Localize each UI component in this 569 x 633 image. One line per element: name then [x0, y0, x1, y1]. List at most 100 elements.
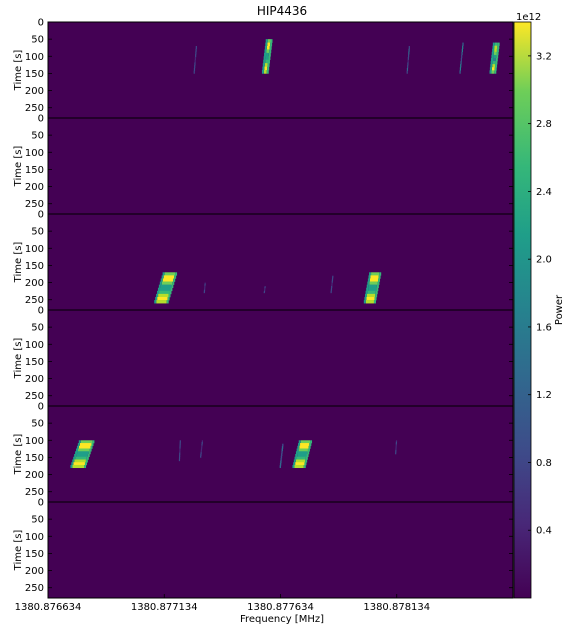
- signal-cell: [395, 444, 397, 447]
- x-axis-label: Frequency [MHz]: [240, 614, 324, 625]
- signal-cell: [307, 451, 310, 455]
- signal-cell: [490, 61, 493, 65]
- signal-cell: [371, 272, 380, 276]
- signal-cell: [269, 49, 272, 54]
- colorbar-tick-label: 3.2: [536, 51, 552, 62]
- signal-cell: [75, 448, 78, 452]
- signal-cell: [161, 275, 164, 279]
- signal-cell: [76, 454, 88, 458]
- signal-cell: [175, 272, 178, 276]
- signal-cell: [201, 443, 203, 446]
- signal-cell: [78, 440, 81, 444]
- signal-cell: [73, 462, 85, 466]
- signal-cell: [378, 275, 381, 279]
- signal-cell: [365, 300, 374, 304]
- colorbar-gradient: [513, 21, 532, 599]
- panel-background: [48, 502, 513, 598]
- signal-cell: [408, 46, 410, 50]
- signal-cell: [330, 287, 333, 290]
- signal-cell: [491, 67, 495, 71]
- signal-cell: [461, 51, 463, 56]
- signal-cell: [489, 67, 492, 71]
- y-tick-label: 0: [38, 498, 44, 509]
- signal-cell: [304, 462, 307, 466]
- y-tick-label: 250: [25, 391, 44, 402]
- signal-cell: [88, 451, 91, 455]
- signal-cell: [179, 446, 181, 449]
- colorbar-tick-label: 0.8: [536, 458, 552, 469]
- signal-cell: [200, 450, 202, 453]
- signal-cell: [366, 296, 375, 301]
- colorbar-tick-label: 2.8: [536, 119, 552, 130]
- signal-cell: [293, 462, 296, 466]
- panel-background: [48, 310, 513, 406]
- signal-track: [395, 440, 398, 455]
- y-tick-label: 50: [31, 35, 44, 46]
- signal-cell: [331, 280, 333, 283]
- y-tick-label: 0: [38, 306, 44, 317]
- signal-cell: [204, 284, 206, 286]
- signal-cell: [379, 272, 382, 276]
- signal-cell: [193, 70, 195, 74]
- signal-cell: [408, 48, 410, 52]
- signal-cell: [264, 49, 267, 54]
- signal-cell: [364, 296, 367, 301]
- x-tick-label: 1380.877134: [131, 602, 198, 613]
- y-tick-label: 200: [25, 182, 44, 193]
- signal-cell: [305, 459, 308, 463]
- signal-cell: [497, 45, 500, 50]
- signal-cell: [267, 59, 270, 64]
- y-axis-label: Time [s]: [13, 242, 24, 284]
- signal-cell: [264, 63, 268, 67]
- signal-cell: [74, 459, 86, 463]
- chart-title: HIP4436: [257, 4, 307, 18]
- signal-cell: [264, 286, 266, 288]
- signal-cell: [160, 284, 172, 289]
- signal-cell: [280, 458, 282, 461]
- signal-cell: [195, 51, 197, 55]
- signal-cell: [162, 272, 165, 276]
- signal-cell: [77, 451, 89, 455]
- signal-cell: [395, 441, 398, 444]
- signal-cell: [495, 61, 498, 65]
- signal-cell: [265, 59, 268, 64]
- y-tick-label: 0: [38, 114, 44, 125]
- signal-cell: [200, 454, 202, 457]
- signal-cell: [155, 296, 158, 301]
- signal-cell: [295, 454, 298, 458]
- panel-background: [48, 22, 513, 118]
- y-tick-label: 200: [25, 86, 44, 97]
- y-tick-label: 0: [38, 402, 44, 413]
- y-tick-label: 50: [31, 131, 44, 142]
- signal-cell: [367, 281, 370, 285]
- signal-cell: [279, 465, 282, 469]
- signal-cell: [263, 290, 266, 292]
- signal-cell: [179, 442, 181, 445]
- signal-cell: [264, 286, 266, 287]
- signal-cell: [296, 456, 306, 460]
- signal-cell: [266, 52, 269, 57]
- y-tick-label: 250: [25, 103, 44, 114]
- signal-cell: [204, 285, 206, 287]
- signal-cell: [298, 440, 301, 444]
- signal-cell: [74, 454, 77, 458]
- signal-cell: [154, 300, 157, 304]
- signal-cell: [370, 275, 379, 279]
- signal-cell: [159, 290, 170, 295]
- signal-cell: [460, 58, 462, 62]
- y-tick-label: 150: [25, 69, 44, 80]
- signal-cell: [490, 64, 493, 68]
- y-tick-label: 200: [25, 566, 44, 577]
- signal-cell: [173, 278, 176, 282]
- signal-cell: [395, 452, 397, 455]
- signal-track: [178, 440, 181, 462]
- signal-track: [279, 443, 284, 469]
- y-axis-label: Time [s]: [13, 50, 24, 92]
- signal-cell: [84, 464, 87, 469]
- y-tick-label: 250: [25, 583, 44, 594]
- signal-cell: [159, 281, 162, 285]
- signal-cell: [194, 65, 196, 69]
- signal-cell: [270, 42, 273, 47]
- y-tick-label: 150: [25, 453, 44, 464]
